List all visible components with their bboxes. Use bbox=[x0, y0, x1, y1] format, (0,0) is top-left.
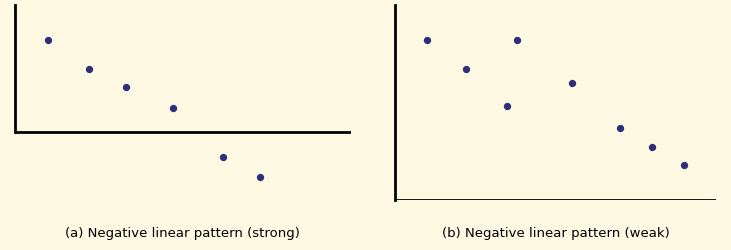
Point bbox=[614, 126, 626, 130]
Point bbox=[511, 38, 523, 42]
Point bbox=[566, 81, 577, 85]
Point bbox=[120, 85, 132, 89]
Point bbox=[42, 38, 54, 42]
Text: (a) Negative linear pattern (strong): (a) Negative linear pattern (strong) bbox=[65, 227, 300, 240]
Point bbox=[217, 155, 229, 159]
Point bbox=[460, 67, 471, 71]
Point bbox=[254, 174, 266, 178]
Point bbox=[167, 106, 178, 110]
Point bbox=[678, 163, 690, 167]
Text: (b) Negative linear pattern (weak): (b) Negative linear pattern (weak) bbox=[442, 227, 670, 240]
Point bbox=[83, 67, 94, 71]
Point bbox=[421, 38, 433, 42]
Point bbox=[501, 104, 513, 108]
Point bbox=[646, 145, 658, 149]
